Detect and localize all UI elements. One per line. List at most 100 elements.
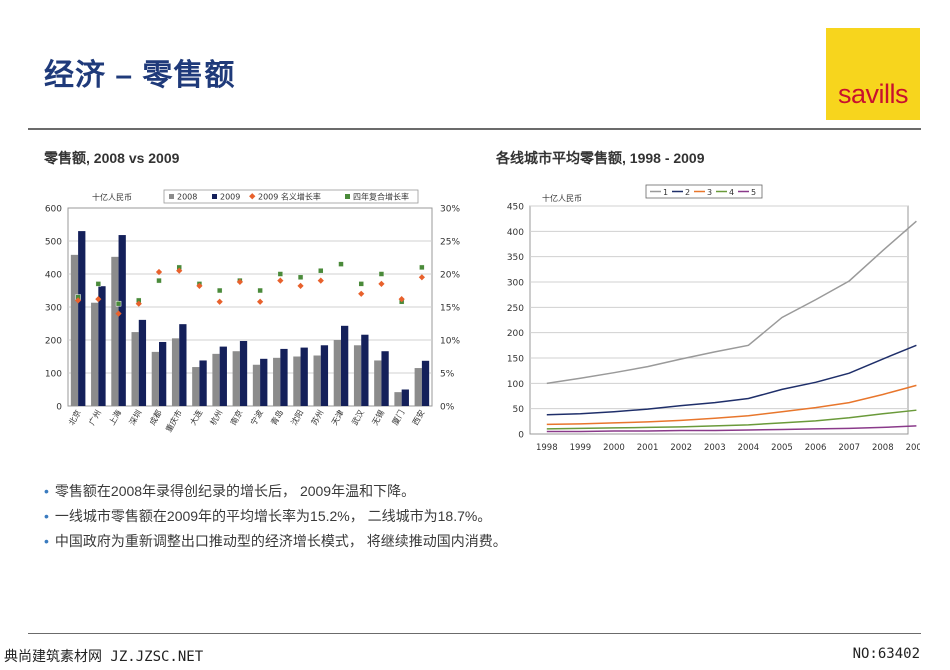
bullet-list: • 零售额在2008年录得创纪录的增长后， 2009年温和下降。 • 一线城市零售额… [44, 480, 507, 555]
bullet-icon: • [44, 483, 49, 499]
growth-marker [317, 277, 324, 284]
city-tier-line-chart: 0 50 100 150 200 250 300 350 400 450 1998 1999 2000 2… [507, 184, 920, 453]
footer-number: NO:63402 [852, 646, 920, 662]
bar-2009 [300, 347, 308, 406]
legend-label: 2009 [220, 193, 240, 202]
x-tick-label: 深圳 [127, 408, 144, 427]
cagr-marker [358, 281, 364, 287]
y2-tick-label: 30% [440, 205, 460, 215]
y-tick-label: 250 [507, 304, 524, 314]
line-chart-legend: 1 2 3 4 5 [645, 184, 763, 199]
growth-marker [378, 280, 385, 288]
page-title: 经济 – 零售额 [44, 59, 236, 92]
cagr-marker [419, 264, 425, 271]
y-tick-label: 200 [507, 329, 524, 339]
legend-swatch [169, 194, 174, 199]
x-tick-label: 广州 [86, 408, 103, 427]
cagr-marker [338, 261, 344, 267]
unit-label: 十亿人民币 [542, 193, 582, 203]
y2-tick-label: 5% [440, 370, 455, 380]
bar-2008 [353, 345, 362, 406]
savills-logo: savills [826, 28, 920, 120]
bar-2009 [361, 334, 369, 406]
legend-swatch [212, 194, 217, 199]
bar-2009 [260, 358, 268, 406]
bar-2009 [280, 348, 288, 406]
y-tick-label: 600 [45, 205, 62, 215]
bar-2008 [70, 254, 79, 406]
bar-2009 [98, 286, 106, 406]
bar-2009 [138, 319, 147, 406]
growth-marker [297, 282, 304, 289]
x-tick-label: 天津 [329, 408, 346, 427]
retail-sales-bar-chart: 0 100 200 300 400 500 600 0% 5% 10% 15% 20% 25% 30% 十亿… [45, 189, 460, 434]
bar-2008 [111, 256, 119, 406]
legend-swatch [249, 193, 256, 200]
y-tick-label: 0 [518, 431, 524, 441]
bullet-item: • 一线城市零售额在2009年的平均增长率为15.2%， 二线城市为18.7%。 [44, 505, 507, 530]
growth-marker [196, 282, 203, 289]
y-tick-label: 150 [507, 355, 524, 365]
bar-2009 [78, 231, 86, 406]
x-tick-label: 2005 [771, 443, 793, 453]
bar-2008 [273, 357, 281, 406]
bullet-text: 一线城市零售额在2009年的平均增长率为15.2%， 二线城市为18.7%。 [54, 508, 492, 524]
footer-watermark: 典尚建筑素材网 JZ.JZSC.NET [4, 649, 204, 665]
cagr-marker [156, 277, 162, 284]
cagr-marker [95, 281, 102, 287]
cagr-marker [257, 287, 263, 294]
growth-marker [176, 267, 183, 274]
bar-2008 [151, 351, 159, 406]
bullet-icon: • [44, 533, 49, 549]
bar-2009 [118, 235, 126, 406]
line-chart-title: 各线城市平均零售额, 1998 - 2009 [496, 150, 705, 166]
legend-label: 四年复合增长率 [353, 192, 409, 202]
series-line [546, 409, 917, 430]
x-tick-label: 1999 [570, 443, 592, 453]
x-tick-label: 2007 [838, 443, 860, 453]
y-tick-label: 50 [513, 405, 525, 415]
growth-marker [74, 297, 82, 304]
x-tick-label: 厦门 [390, 408, 407, 427]
bar-2009 [199, 360, 207, 406]
x-tick-label: 青岛 [268, 408, 285, 427]
y-tick-label: 100 [45, 370, 62, 380]
y-tick-label: 400 [45, 271, 62, 281]
bar-2008 [313, 355, 321, 406]
y2-tick-label: 20% [440, 271, 460, 281]
legend-label: 5 [751, 188, 756, 197]
y2-tick-label: 15% [440, 304, 460, 314]
x-tick-label: 2001 [637, 443, 659, 453]
bar-chart-title: 零售额, 2008 vs 2009 [44, 150, 180, 166]
logo-text: savills [837, 79, 909, 109]
bar-2008 [192, 367, 200, 406]
x-tick-label: 上海 [107, 408, 124, 427]
bullet-item: • 零售额在2008年录得创纪录的增长后， 2009年温和下降。 [44, 480, 507, 505]
y-tick-label: 300 [507, 279, 524, 289]
bullet-text: 零售额在2008年录得创纪录的增长后， 2009年温和下降。 [54, 483, 416, 499]
y-tick-label: 350 [507, 253, 524, 263]
x-tick-label: 2006 [805, 443, 827, 453]
y-tick-label: 400 [507, 228, 524, 238]
x-tick-label: 2000 [603, 443, 625, 453]
legend-label: 3 [707, 188, 712, 197]
y-tick-label: 450 [507, 203, 524, 213]
bar-2009 [341, 325, 349, 406]
x-tick-label: 1998 [536, 443, 558, 453]
legend-label: 2009 名义增长率 [258, 192, 321, 202]
legend-box [163, 189, 419, 204]
x-tick-label: 无锡 [370, 409, 386, 427]
bar-2008 [333, 340, 341, 406]
y-tick-label: 0 [56, 403, 62, 413]
y2-tick-label: 25% [440, 238, 460, 248]
bullet-item: • 中国政府为重新调整出口推动型的经济增长模式， 将继续推动国内消费。 [44, 530, 507, 555]
bar-2008 [232, 351, 240, 406]
cagr-marker [318, 267, 324, 274]
cagr-marker [378, 271, 385, 277]
legend-label: 1 [663, 188, 668, 197]
bar-2009 [239, 340, 248, 406]
header-divider [28, 128, 921, 130]
x-tick-label: 大连 [188, 408, 205, 427]
bullet-text: 中国政府为重新调整出口推动型的经济增长模式， 将继续推动国内消费。 [54, 533, 507, 549]
x-tick-label: 武汉 [349, 408, 366, 427]
